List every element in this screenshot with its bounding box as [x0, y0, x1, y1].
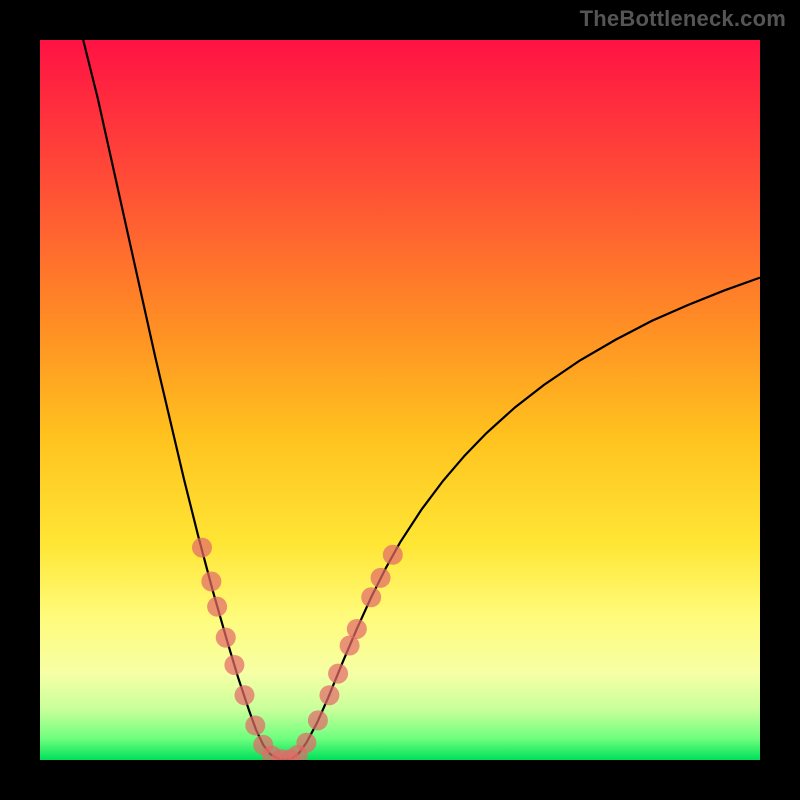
- bottleneck-curve: [83, 40, 760, 760]
- data-marker: [319, 685, 339, 705]
- data-marker: [296, 733, 316, 753]
- plot-area: [40, 40, 760, 760]
- data-marker: [201, 571, 221, 591]
- data-marker: [347, 619, 367, 639]
- data-marker: [328, 664, 348, 684]
- data-marker: [192, 538, 212, 558]
- data-marker: [234, 685, 254, 705]
- data-marker: [371, 568, 391, 588]
- watermark-text: TheBottleneck.com: [580, 6, 786, 32]
- data-marker: [361, 587, 381, 607]
- data-marker: [383, 545, 403, 565]
- data-marker: [308, 710, 328, 730]
- data-marker: [216, 628, 236, 648]
- data-marker: [207, 597, 227, 617]
- bottleneck-curve-chart: [40, 40, 760, 760]
- data-marker: [224, 655, 244, 675]
- data-marker: [245, 715, 265, 735]
